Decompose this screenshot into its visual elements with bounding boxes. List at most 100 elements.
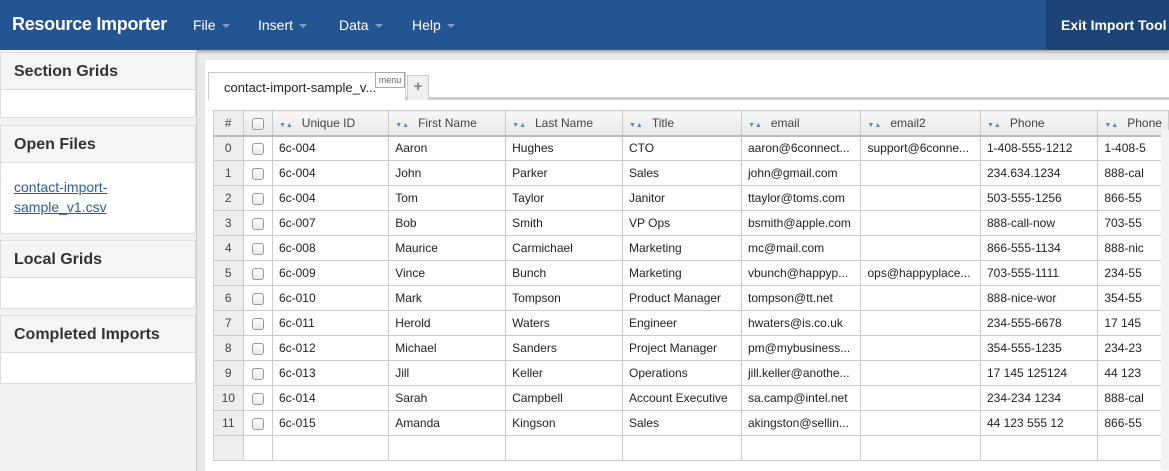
tab-contact-import[interactable]: contact-import-sample_v...: [208, 72, 406, 100]
grid-cell[interactable]: 6c-009: [271, 260, 390, 286]
grid-cell[interactable]: 234-55: [1097, 260, 1169, 286]
grid-cell[interactable]: 6c-014: [271, 385, 390, 411]
menu-data[interactable]: Data: [339, 17, 383, 33]
grid-cell[interactable]: Smith: [505, 210, 623, 236]
grid-cell[interactable]: Sales: [621, 160, 742, 186]
grid-cell[interactable]: 6c-012: [271, 335, 390, 361]
grid-cell[interactable]: Marketing: [621, 260, 742, 286]
row-number-header[interactable]: #: [213, 110, 244, 137]
grid-cell[interactable]: Kingson: [505, 410, 623, 436]
grid-cell[interactable]: support@6conne...: [860, 135, 981, 161]
grid-cell[interactable]: 17 145 125124: [979, 360, 1099, 386]
grid-cell[interactable]: [860, 185, 981, 211]
sort-icon[interactable]: ▼▲: [867, 121, 882, 129]
grid-cell[interactable]: 703-55: [1097, 210, 1169, 236]
grid-cell[interactable]: Sarah: [388, 385, 507, 411]
grid-cell[interactable]: Account Executive: [621, 385, 742, 411]
row-checkbox[interactable]: [251, 242, 264, 255]
row-checkbox[interactable]: [251, 342, 264, 355]
menu-insert[interactable]: Insert: [258, 17, 308, 33]
grid-cell[interactable]: hwaters@is.co.uk: [740, 310, 862, 336]
grid-cell[interactable]: 6c-011: [271, 310, 390, 336]
grid-cell[interactable]: Tom: [388, 185, 507, 211]
row-checkbox[interactable]: [251, 392, 264, 405]
column-header[interactable]: ▼▲ Phone: [979, 110, 1099, 137]
grid-cell[interactable]: bsmith@apple.com: [740, 210, 862, 236]
grid-cell[interactable]: Michael: [388, 335, 507, 361]
grid-cell[interactable]: [979, 435, 1099, 461]
grid-cell[interactable]: VP Ops: [621, 210, 742, 236]
row-checkbox[interactable]: [251, 217, 264, 230]
grid-cell[interactable]: 888-call-now: [979, 210, 1099, 236]
grid-cell[interactable]: Campbell: [505, 385, 623, 411]
grid-cell[interactable]: 866-55: [1097, 185, 1169, 211]
empty-row[interactable]: [213, 435, 1169, 461]
row-checkbox[interactable]: [251, 167, 264, 180]
grid-cell[interactable]: 888-nic: [1097, 235, 1169, 261]
grid-cell[interactable]: 234-23: [1097, 335, 1169, 361]
grid-cell[interactable]: ttaylor@toms.com: [740, 185, 862, 211]
grid-cell[interactable]: [242, 435, 273, 461]
grid-cell[interactable]: Jill: [388, 360, 507, 386]
grid-cell[interactable]: [740, 435, 862, 461]
grid-cell[interactable]: 866-55: [1097, 410, 1169, 436]
grid-cell[interactable]: mc@mail.com: [740, 235, 862, 261]
grid-cell[interactable]: 6c-004: [271, 135, 390, 161]
grid-cell[interactable]: aaron@6connect...: [740, 135, 862, 161]
grid-cell[interactable]: 888-cal: [1097, 160, 1169, 186]
exit-import-tool-button[interactable]: Exit Import Tool: [1046, 0, 1169, 50]
grid-cell[interactable]: [621, 435, 742, 461]
row-checkbox[interactable]: [251, 143, 264, 156]
sort-icon[interactable]: ▼▲: [512, 121, 526, 129]
column-header[interactable]: ▼▲ First Name: [388, 110, 507, 137]
grid-cell[interactable]: 6c-004: [271, 160, 390, 186]
grid-cell[interactable]: Operations: [621, 360, 742, 386]
grid-cell[interactable]: [388, 435, 507, 461]
sort-icon[interactable]: ▼▲: [986, 121, 1001, 129]
grid-cell[interactable]: ops@happyplace...: [860, 260, 981, 286]
sort-icon[interactable]: ▼▲: [628, 121, 643, 129]
tab-menu-button[interactable]: menu: [375, 72, 405, 88]
row-checkbox[interactable]: [251, 317, 264, 330]
grid-cell[interactable]: 703-555-1111: [979, 260, 1099, 286]
grid-cell[interactable]: akingston@sellin...: [740, 410, 862, 436]
grid-cell[interactable]: Engineer: [621, 310, 742, 336]
grid-cell[interactable]: Project Manager: [621, 335, 742, 361]
grid-cell[interactable]: Vince: [388, 260, 507, 286]
select-all-checkbox[interactable]: [251, 117, 264, 130]
grid-cell[interactable]: 6c-010: [271, 285, 390, 311]
grid-cell[interactable]: [860, 360, 981, 386]
grid-cell[interactable]: 6c-013: [271, 360, 390, 386]
sort-icon[interactable]: ▼▲: [395, 121, 410, 129]
grid-cell[interactable]: Waters: [505, 310, 623, 336]
grid-cell[interactable]: vbunch@happyp...: [740, 260, 862, 286]
grid-cell[interactable]: [860, 235, 981, 261]
grid-cell[interactable]: 1-408-5: [1097, 135, 1169, 161]
grid-cell[interactable]: [860, 310, 981, 336]
grid-cell[interactable]: Keller: [505, 360, 623, 386]
grid-cell[interactable]: 354-55: [1097, 285, 1169, 311]
grid-cell[interactable]: 888-nice-wor: [979, 285, 1099, 311]
grid-cell[interactable]: tompson@tt.net: [740, 285, 862, 311]
grid-cell[interactable]: Maurice: [388, 235, 507, 261]
add-tab-button[interactable]: +: [407, 75, 429, 100]
grid-cell[interactable]: [860, 210, 981, 236]
grid-cell[interactable]: Hughes: [505, 135, 623, 161]
grid-cell[interactable]: 44 123 555 12: [979, 410, 1099, 436]
grid-cell[interactable]: [860, 160, 981, 186]
grid-cell[interactable]: 888-cal: [1097, 385, 1169, 411]
grid-cell[interactable]: CTO: [621, 135, 742, 161]
grid-cell[interactable]: 234.634.1234: [979, 160, 1099, 186]
column-header[interactable]: ▼▲ Phone: [1097, 110, 1169, 137]
grid-cell[interactable]: 1-408-555-1212: [979, 135, 1099, 161]
grid-cell[interactable]: pm@mybusiness...: [740, 335, 862, 361]
menu-help[interactable]: Help: [412, 17, 455, 33]
row-checkbox[interactable]: [251, 417, 264, 430]
grid-cell[interactable]: 354-555-1235: [979, 335, 1099, 361]
grid-cell[interactable]: Mark: [388, 285, 507, 311]
grid-cell[interactable]: Herold: [388, 310, 507, 336]
open-file-link[interactable]: contact-import-sample_v1.csv: [14, 179, 108, 215]
row-checkbox[interactable]: [251, 192, 264, 205]
grid-cell[interactable]: [1097, 435, 1169, 461]
select-all-checkbox-header[interactable]: [242, 110, 273, 137]
